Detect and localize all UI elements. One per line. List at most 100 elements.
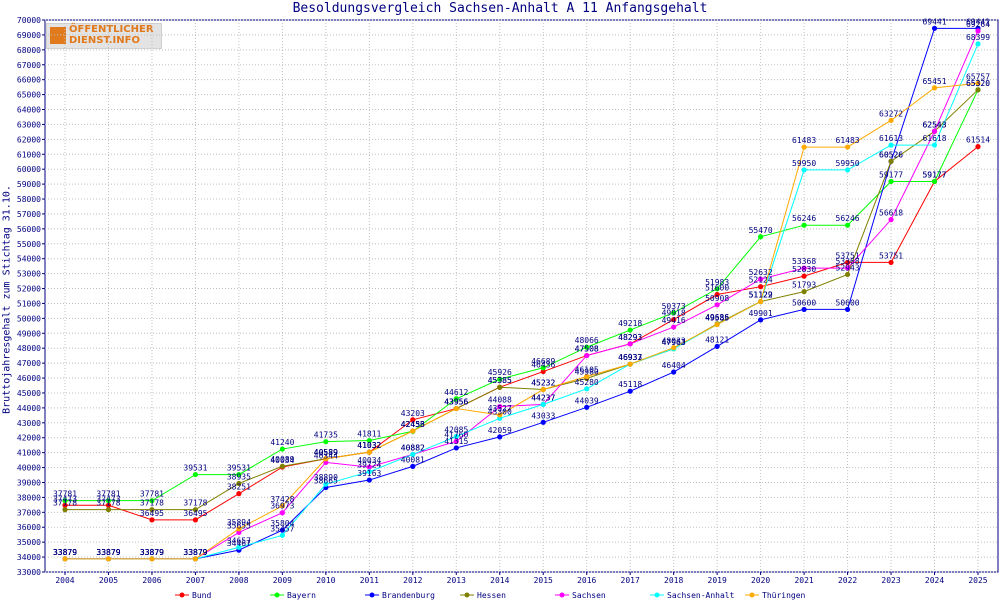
y-tick-label: 56000	[17, 225, 41, 234]
data-label: 45232	[531, 379, 555, 388]
data-label: 41315	[444, 437, 468, 446]
legend-entry: Brandenburg	[382, 591, 435, 600]
data-label: 42453	[401, 420, 425, 429]
series-6-point	[801, 144, 807, 150]
series-5-point	[975, 41, 981, 47]
data-label: 59950	[836, 159, 860, 168]
series-5-point	[236, 544, 242, 550]
series-6-point	[192, 556, 199, 562]
series-6-point	[62, 556, 68, 562]
data-label: 44039	[575, 396, 599, 405]
y-tick-label: 61000	[17, 150, 41, 159]
series-3-point	[975, 87, 981, 93]
data-label: 40882	[401, 443, 425, 452]
series-4-point	[931, 128, 938, 134]
data-label: 33879	[53, 548, 77, 557]
series-1-point	[62, 498, 68, 504]
y-tick-label: 46000	[17, 374, 41, 383]
data-label: 41811	[357, 430, 381, 439]
data-label: 61514	[966, 136, 990, 145]
data-label: 48066	[575, 336, 599, 345]
x-tick-label: 2007	[186, 576, 205, 585]
data-label: 49636	[705, 313, 729, 322]
series-0-point	[671, 317, 677, 323]
series-1-point	[236, 471, 242, 478]
data-label: 53751	[879, 251, 903, 260]
data-label: 39531	[183, 464, 207, 473]
series-4-point	[497, 403, 503, 410]
series-0-point	[62, 502, 68, 508]
data-label: 37473	[53, 494, 77, 503]
data-label: 33879	[53, 548, 77, 557]
series-1-point	[758, 234, 764, 240]
series-2-point	[453, 445, 459, 451]
data-label: 33879	[96, 548, 120, 557]
data-label: 47508	[575, 345, 599, 354]
data-label: 47508	[575, 345, 599, 354]
y-tick-label: 58000	[17, 195, 41, 204]
y-tick-label: 64000	[17, 106, 41, 115]
series-4-point	[975, 28, 981, 34]
series-3-point	[497, 384, 503, 390]
data-label: 37781	[140, 490, 164, 499]
data-label: 43956	[444, 398, 468, 407]
series-1-point	[844, 222, 851, 228]
y-tick-label: 37000	[17, 508, 41, 517]
y-tick-label: 62000	[17, 135, 41, 144]
y-tick-label: 66000	[17, 76, 41, 85]
data-label: 61483	[792, 136, 816, 145]
x-tick-label: 2016	[577, 576, 596, 585]
data-label: 38251	[227, 483, 251, 492]
y-tick-label: 51000	[17, 299, 41, 308]
series-6-point	[366, 449, 372, 455]
y-tick-label: 48000	[17, 344, 41, 353]
y-tick-label: 68000	[17, 46, 41, 55]
data-label: 47963	[662, 338, 686, 347]
series-6-point	[410, 428, 416, 434]
series-0-point	[192, 517, 199, 523]
data-label: 48033	[662, 337, 686, 346]
series-6-point	[627, 361, 633, 367]
data-label: 43956	[444, 398, 468, 407]
data-label: 43033	[531, 411, 555, 420]
data-label: 65757	[966, 72, 990, 81]
x-tick-label: 2004	[55, 576, 74, 585]
data-label: 40089	[270, 455, 294, 464]
series-5-point	[410, 451, 416, 458]
data-label: 44088	[488, 396, 512, 405]
data-label: 51793	[792, 281, 816, 290]
data-label: 35457	[270, 524, 294, 533]
series-6-point	[844, 144, 851, 150]
data-label: 41240	[270, 438, 294, 447]
x-tick-label: 2024	[925, 576, 944, 585]
logo-line-1: ÖFFENTLICHER	[69, 24, 154, 35]
x-tick-label: 2023	[881, 576, 900, 585]
series-2-point	[931, 25, 938, 31]
data-label: 49218	[618, 319, 642, 328]
y-tick-label: 55000	[17, 240, 41, 249]
data-label: 68399	[966, 33, 990, 42]
y-tick-label: 43000	[17, 419, 41, 428]
data-label: 49918	[662, 309, 686, 318]
x-tick-label: 2018	[664, 576, 683, 585]
series-5-point	[540, 401, 546, 407]
data-label: 41032	[357, 441, 381, 450]
data-label: 40589	[314, 448, 338, 457]
series-5-point	[801, 167, 807, 173]
data-label: 42453	[401, 420, 425, 429]
series-3-point	[844, 271, 851, 278]
x-tick-label: 2009	[273, 576, 292, 585]
series-2-point	[758, 317, 764, 323]
data-label: 50600	[792, 298, 816, 307]
data-label: 49585	[705, 314, 729, 323]
data-label: 43300	[488, 407, 512, 416]
data-label: 33879	[96, 548, 120, 557]
y-tick-label: 49000	[17, 329, 41, 338]
series-2-point	[801, 306, 807, 313]
data-label: 50373	[662, 302, 686, 311]
data-label: 45232	[531, 379, 555, 388]
data-label: 40589	[314, 448, 338, 457]
plot-frame	[44, 19, 999, 573]
series-1-point	[584, 344, 590, 350]
